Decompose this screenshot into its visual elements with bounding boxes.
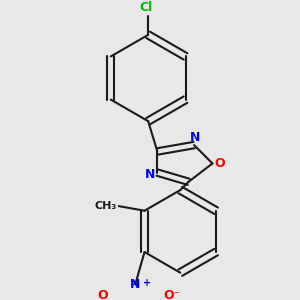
Text: N: N <box>145 168 155 181</box>
Text: O: O <box>97 289 108 300</box>
Text: N: N <box>190 131 200 144</box>
Text: O: O <box>214 157 225 170</box>
Text: ⁻: ⁻ <box>173 290 179 300</box>
Text: Cl: Cl <box>140 1 153 14</box>
Text: +: + <box>143 278 151 288</box>
Text: O: O <box>163 289 173 300</box>
Text: N: N <box>130 278 140 291</box>
Text: CH₃: CH₃ <box>95 201 117 211</box>
